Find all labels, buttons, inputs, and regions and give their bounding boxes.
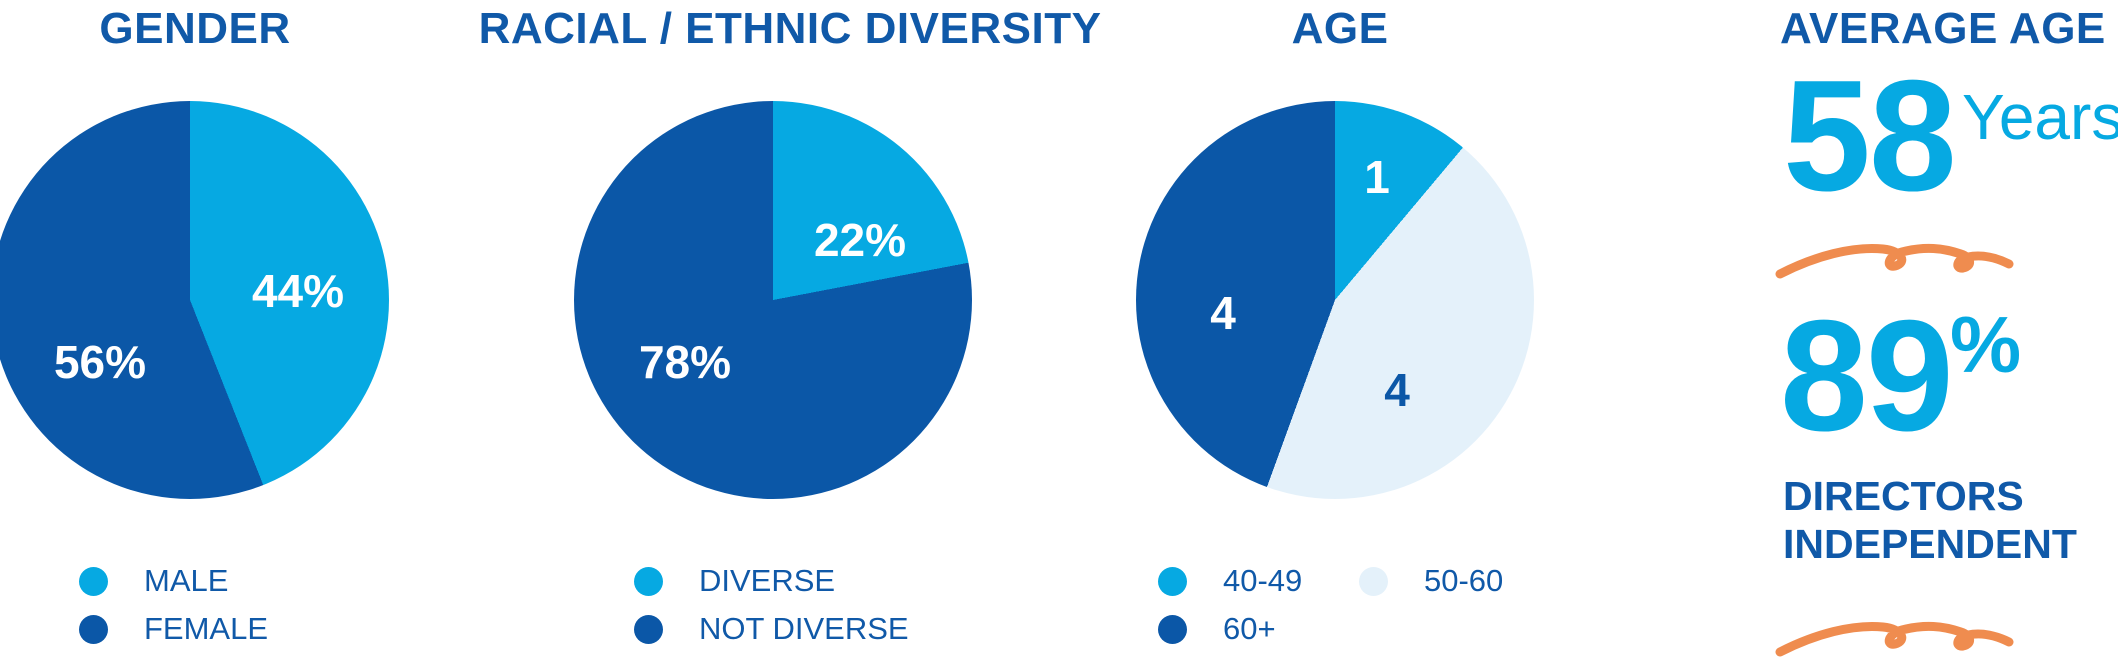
- age-legend-label-50-60: 50-60: [1424, 563, 1504, 598]
- gender-legend-label-male: MALE: [144, 563, 229, 598]
- age-legend-label-60plus: 60+: [1223, 611, 1276, 646]
- gender-pie-chart: [0, 101, 389, 499]
- gender-legend-label-female: FEMALE: [144, 611, 269, 646]
- age-40-49-slice-value: 1: [1364, 151, 1390, 203]
- wave-underline-icon: [1775, 621, 2014, 657]
- age-60plus-slice-value: 4: [1210, 287, 1236, 339]
- age-legend-item-50-60: 50-60: [1359, 563, 1504, 598]
- diversity-chart-title: RACIAL / ETHNIC DIVERSITY: [478, 4, 1102, 53]
- diversity-pie-chart: [574, 101, 972, 499]
- gender-chart-title: GENDER: [99, 4, 291, 53]
- average-age-title: AVERAGE AGE: [1780, 4, 2106, 53]
- age-50-60-swatch-icon: [1359, 566, 1388, 596]
- independent-directors-percent-sign: %: [1950, 300, 2022, 389]
- wave-underline-icon: [1775, 243, 2014, 279]
- age-legend-label-40-49: 40-49: [1223, 563, 1303, 598]
- gender-legend-item-male: MALE: [79, 563, 229, 598]
- average-age-unit: Years: [1962, 81, 2118, 153]
- age-60plus-swatch-icon: [1158, 614, 1187, 644]
- female-swatch-icon: [79, 614, 108, 644]
- age-pie-chart: [1136, 101, 1534, 499]
- age-legend-item-40-49: 40-49: [1158, 563, 1303, 598]
- age-40-49-swatch-icon: [1158, 566, 1187, 596]
- diversity-notdiverse-slice-value: 78%: [638, 336, 732, 388]
- independent-directors-value: 89: [1780, 288, 1954, 464]
- gender-legend-item-female: FEMALE: [79, 611, 269, 646]
- diversity-legend-item-notdiverse: NOT DIVERSE: [634, 611, 909, 646]
- gender-male-slice-value: 44%: [251, 265, 345, 317]
- age-50-60-slice-value: 4: [1384, 364, 1410, 416]
- caption-line-independent: INDEPENDENT: [1783, 521, 2077, 567]
- independent-directors-caption: DIRECTORS INDEPENDENT: [1783, 472, 2077, 568]
- age-legend-item-60plus: 60+: [1158, 611, 1276, 646]
- diversity-diverse-slice-value: 22%: [813, 214, 907, 266]
- caption-line-directors: DIRECTORS: [1783, 473, 2024, 519]
- diversity-legend-item-diverse: DIVERSE: [634, 563, 836, 598]
- age-chart-title: AGE: [1291, 4, 1389, 53]
- male-swatch-icon: [79, 566, 108, 596]
- average-age-value: 58: [1783, 48, 1957, 224]
- diversity-legend-label-notdiverse: NOT DIVERSE: [699, 611, 909, 646]
- diverse-swatch-icon: [634, 566, 663, 596]
- notdiverse-swatch-icon: [634, 614, 663, 644]
- diversity-legend-label-diverse: DIVERSE: [699, 563, 836, 598]
- gender-female-slice-value: 56%: [53, 336, 147, 388]
